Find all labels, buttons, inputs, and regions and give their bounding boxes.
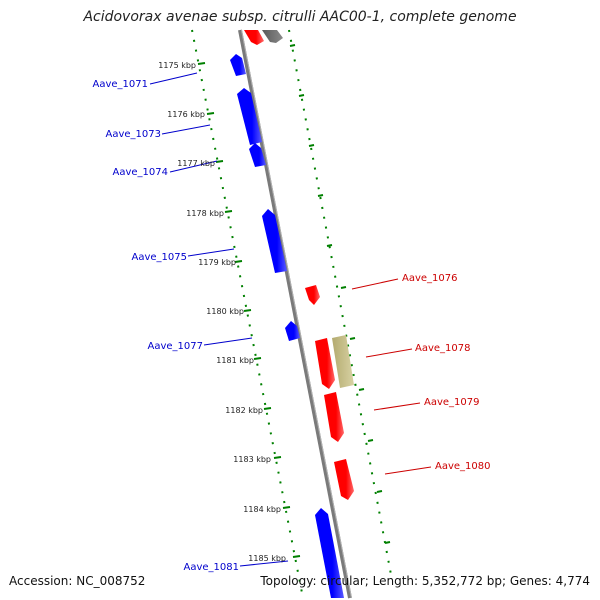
- pseudogene-khaki: [332, 335, 354, 388]
- outer-tick-track: [288, 29, 393, 581]
- scale-label: 1182 kbp: [225, 406, 263, 415]
- gene-label-aave-1071[interactable]: Aave_1071: [93, 79, 149, 90]
- gene-arrow-aave-1074[interactable]: [249, 143, 266, 167]
- gene-label-aave-1073[interactable]: Aave_1073: [106, 129, 162, 140]
- gene-label-aave-1080[interactable]: Aave_1080: [435, 461, 491, 472]
- scale-label: 1177 kbp: [177, 159, 215, 168]
- scale-label: 1180 kbp: [206, 307, 244, 316]
- gene-label-aave-1075[interactable]: Aave_1075: [132, 252, 188, 263]
- gene-label-aave-1081[interactable]: Aave_1081: [184, 562, 240, 573]
- inner-major-ticks: [197, 62, 301, 558]
- gene-arrow-top-red: [244, 30, 264, 45]
- gene-label-aave-1079[interactable]: Aave_1079: [424, 397, 480, 408]
- gene-arrow-aave-1080[interactable]: [334, 459, 354, 500]
- gene-arrow-aave-1078[interactable]: [315, 338, 335, 389]
- gene-arrow-aave-1075[interactable]: [262, 209, 287, 273]
- gene-label-aave-1077[interactable]: Aave_1077: [148, 341, 204, 352]
- gene-arrow-aave-1081[interactable]: [315, 508, 344, 598]
- genome-summary-text: Topology: circular; Length: 5,352,772 bp…: [260, 574, 590, 588]
- gene-label-aave-1076[interactable]: Aave_1076: [402, 273, 458, 284]
- scale-label: 1185 kbp: [248, 554, 286, 563]
- outer-major-ticks: [289, 44, 391, 544]
- accession-text: Accession: NC_008752: [9, 574, 146, 588]
- reverse-gene-labels: Aave_1076 Aave_1078 Aave_1079 Aave_1080: [402, 273, 491, 472]
- scale-label: 1184 kbp: [243, 505, 281, 514]
- gene-arrow-aave-1071[interactable]: [230, 54, 246, 76]
- gene-arrow-aave-1073[interactable]: [237, 88, 262, 145]
- genome-backbone: [238, 29, 352, 599]
- gene-label-aave-1074[interactable]: Aave_1074: [113, 167, 169, 178]
- scale-label: 1183 kbp: [233, 455, 271, 464]
- scale-label: 1179 kbp: [198, 258, 236, 267]
- scale-label: 1175 kbp: [158, 61, 196, 70]
- scale-label: 1178 kbp: [186, 209, 224, 218]
- gene-arrow-top-gray: [262, 30, 283, 43]
- map-title: Acidovorax avenae subsp. citrulli AAC00-…: [83, 9, 517, 25]
- gene-label-aave-1078[interactable]: Aave_1078: [415, 343, 471, 354]
- forward-gene-labels: Aave_1071 Aave_1073 Aave_1074 Aave_1075 …: [93, 79, 240, 573]
- gene-arrow-aave-1076[interactable]: [305, 285, 320, 305]
- scale-label: 1176 kbp: [167, 110, 205, 119]
- gene-arrow-aave-1077[interactable]: [285, 321, 300, 341]
- scale-label: 1181 kbp: [216, 356, 254, 365]
- label-leaders: [149, 72, 432, 567]
- scale-labels: 1175 kbp 1176 kbp 1177 kbp 1178 kbp 1179…: [158, 61, 286, 563]
- gene-arrow-aave-1079[interactable]: [324, 392, 344, 442]
